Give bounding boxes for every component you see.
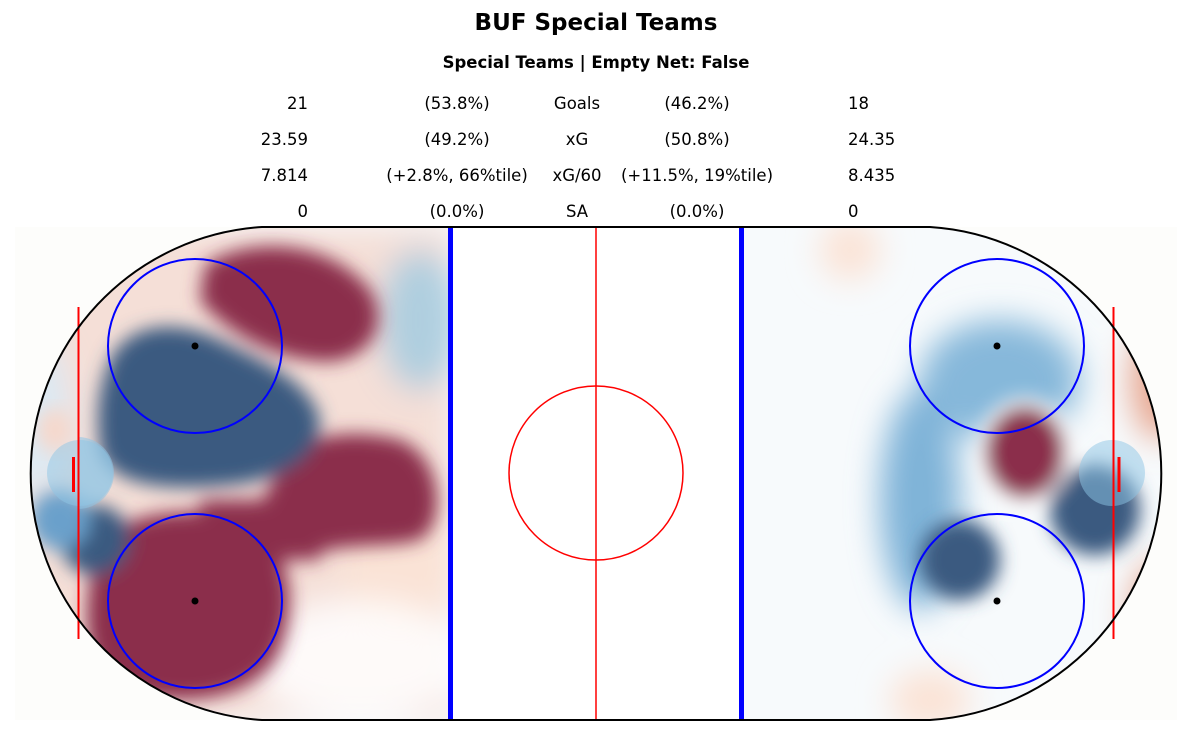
goals-right-value: 18	[848, 94, 869, 113]
chart-title: BUF Special Teams	[474, 10, 718, 36]
xg60-metric: xG/60	[552, 166, 602, 185]
goals-left-value: 21	[287, 94, 308, 113]
xg-metric: xG	[565, 130, 589, 149]
left-upper-faceoff-circle	[107, 258, 283, 434]
goals-left-pct: (53.8%)	[424, 94, 490, 113]
xg-left-pct: (49.2%)	[424, 130, 490, 149]
xg-right-pct: (50.8%)	[664, 130, 730, 149]
right-lower-faceoff-circle	[909, 513, 1085, 689]
goals-metric: Goals	[553, 94, 601, 113]
sa-metric: SA	[565, 202, 589, 221]
xg60-left-pct: (+2.8%, 66%tile)	[386, 166, 528, 185]
chart-subtitle: Special Teams | Empty Net: False	[442, 53, 750, 72]
xg-left-value: 23.59	[260, 130, 308, 149]
rink-boards	[29, 226, 1163, 721]
xg-right-value: 24.35	[848, 130, 896, 149]
xg60-right-pct: (+11.5%, 19%tile)	[620, 166, 774, 185]
faceoff-dot	[993, 597, 1001, 605]
goals-right-pct: (46.2%)	[664, 94, 730, 113]
left-lower-faceoff-circle	[107, 513, 283, 689]
xg60-right-value: 8.435	[848, 166, 896, 185]
sa-left-pct: (0.0%)	[429, 202, 485, 221]
sa-right-pct: (0.0%)	[669, 202, 725, 221]
right-upper-faceoff-circle	[909, 258, 1085, 434]
sa-left-value: 0	[297, 202, 309, 221]
faceoff-dot	[191, 597, 199, 605]
sa-right-value: 0	[848, 202, 859, 221]
xg60-left-value: 7.814	[260, 166, 308, 185]
faceoff-dot	[993, 342, 1001, 350]
center-faceoff-circle	[508, 385, 684, 561]
faceoff-dot	[191, 342, 199, 350]
